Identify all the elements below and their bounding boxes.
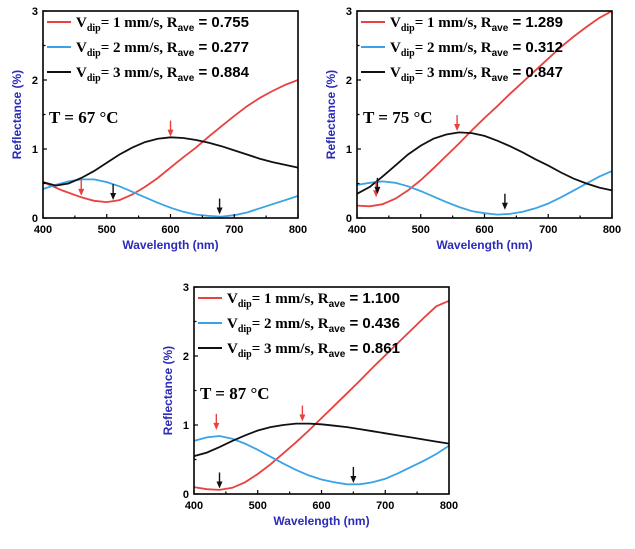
- arrow-marker: [110, 184, 117, 201]
- legend-entry-1: Vdip= 1 mm/s, Rave = 1.100: [198, 290, 400, 310]
- x-tick-label: 500: [249, 500, 267, 512]
- y-tick-label: 3: [32, 6, 38, 18]
- x-tick-label: 800: [289, 224, 307, 236]
- y-tick-label: 2: [32, 75, 38, 87]
- series-line-2: [356, 170, 613, 216]
- series-line-1: [356, 10, 613, 208]
- y-tick-label: 0: [346, 213, 352, 225]
- legend-entry-3: Vdip= 3 mm/s, Rave = 0.847: [361, 64, 563, 84]
- arrow-marker: [501, 193, 508, 210]
- series-line-2: [42, 178, 299, 218]
- arrow-marker: [213, 413, 220, 430]
- x-tick-label: 400: [348, 224, 366, 236]
- x-axis-label: Wavelength (nm): [273, 514, 369, 528]
- legend-label: Vdip= 1 mm/s, Rave = 1.289: [390, 14, 563, 34]
- legend-entry-2: Vdip= 2 mm/s, Rave = 0.436: [198, 315, 400, 335]
- arrow-marker: [78, 179, 85, 196]
- y-axis-label: Reflectance (%): [10, 70, 24, 159]
- legend-label: Vdip= 2 mm/s, Rave = 0.277: [76, 39, 249, 59]
- legend-entry-2: Vdip= 2 mm/s, Rave = 0.312: [361, 39, 563, 59]
- legend-entry-1: Vdip= 1 mm/s, Rave = 1.289: [361, 14, 563, 34]
- arrow-marker: [216, 198, 223, 215]
- arrow-marker: [299, 405, 306, 422]
- y-axis-label: Reflectance (%): [324, 70, 338, 159]
- y-axis-label: Reflectance (%): [161, 346, 175, 435]
- y-tick-label: 2: [346, 75, 352, 87]
- series-line-1: [42, 79, 299, 204]
- series-line-3: [42, 136, 299, 187]
- legend-label: Vdip= 1 mm/s, Rave = 0.755: [76, 14, 249, 34]
- legend-label: Vdip= 2 mm/s, Rave = 0.436: [227, 315, 400, 335]
- series-line-3: [356, 131, 613, 195]
- x-tick-label: 700: [539, 224, 557, 236]
- arrow-marker: [167, 120, 174, 137]
- temperature-label: T = 67 °C: [49, 108, 119, 127]
- legend-label: Vdip= 3 mm/s, Rave = 0.861: [227, 340, 400, 360]
- y-tick-label: 1: [183, 420, 189, 432]
- y-tick-label: 3: [183, 282, 189, 294]
- x-tick-label: 500: [412, 224, 430, 236]
- legend-label: Vdip= 3 mm/s, Rave = 0.847: [390, 64, 563, 84]
- series-line-2: [193, 435, 450, 486]
- x-tick-label: 400: [34, 224, 52, 236]
- x-tick-label: 600: [161, 224, 179, 236]
- legend-entry-1: Vdip= 1 mm/s, Rave = 0.755: [47, 14, 249, 34]
- legend-label: Vdip= 1 mm/s, Rave = 1.100: [227, 290, 400, 310]
- arrow-marker: [216, 472, 223, 489]
- chart-panel-2: 400 500 600 700 800 0 1 2 3 Wavelength (nm) Reflec…: [324, 6, 621, 252]
- x-tick-label: 800: [603, 224, 621, 236]
- chart-panel-1: 400 500 600 700 800 0 1 2 3 Wavelength (nm) Reflec…: [10, 6, 307, 252]
- legend-entry-3: Vdip= 3 mm/s, Rave = 0.884: [47, 64, 250, 84]
- chart-panel-3: 400 500 600 700 800 0 1 2 3 Wavelength (nm) Reflec…: [161, 282, 458, 528]
- arrow-marker: [350, 466, 357, 483]
- x-tick-label: 500: [98, 224, 116, 236]
- y-tick-label: 1: [32, 144, 38, 156]
- temperature-label: T = 75 °C: [363, 108, 433, 127]
- x-tick-label: 700: [225, 224, 243, 236]
- legend-entry-2: Vdip= 2 mm/s, Rave = 0.277: [47, 39, 249, 59]
- legend-entry-3: Vdip= 3 mm/s, Rave = 0.861: [198, 340, 400, 360]
- x-tick-label: 700: [376, 500, 394, 512]
- y-tick-label: 0: [183, 489, 189, 501]
- x-tick-label: 600: [312, 500, 330, 512]
- arrow-marker: [374, 177, 381, 194]
- x-tick-label: 600: [475, 224, 493, 236]
- y-tick-label: 2: [183, 351, 189, 363]
- x-tick-label: 800: [440, 500, 458, 512]
- y-tick-label: 3: [346, 6, 352, 18]
- series-line-1: [193, 299, 450, 491]
- series-line-3: [193, 422, 450, 457]
- y-tick-label: 1: [346, 144, 352, 156]
- x-axis-label: Wavelength (nm): [436, 238, 532, 252]
- arrow-marker: [454, 115, 461, 132]
- legend-label: Vdip= 2 mm/s, Rave = 0.312: [390, 39, 563, 59]
- legend-label: Vdip= 3 mm/s, Rave = 0.884: [76, 64, 250, 84]
- x-tick-label: 400: [185, 500, 203, 512]
- x-axis-label: Wavelength (nm): [122, 238, 218, 252]
- temperature-label: T = 87 °C: [200, 384, 270, 403]
- y-tick-label: 0: [32, 213, 38, 225]
